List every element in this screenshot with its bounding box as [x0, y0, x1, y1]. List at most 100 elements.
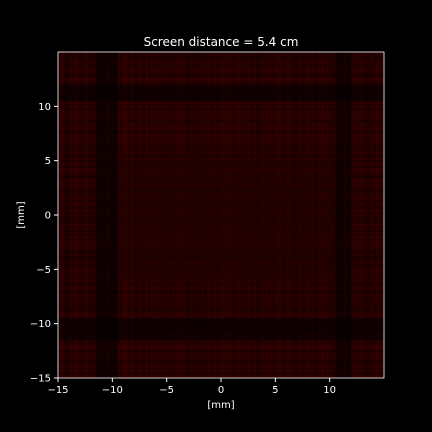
horizontal-stripe — [58, 262, 384, 264]
horizontal-stripe — [58, 304, 384, 306]
horizontal-stripe — [58, 232, 384, 234]
x-tick-label: 0 — [218, 385, 224, 396]
vertical-stripe — [88, 52, 90, 378]
horizontal-stripe — [58, 298, 384, 300]
horizontal-stripe — [58, 226, 384, 228]
horizontal-stripe — [58, 310, 384, 312]
vertical-stripe — [270, 52, 272, 378]
x-axis-ticks: −15 −10 −5 0 5 10 — [47, 378, 336, 396]
horizontal-stripe — [58, 296, 384, 298]
vertical-stripe — [328, 52, 330, 378]
horizontal-stripe — [58, 164, 384, 166]
horizontal-stripe — [58, 134, 384, 136]
vertical-stripe — [206, 52, 208, 378]
vertical-stripe — [150, 52, 152, 378]
vertical-stripe — [252, 52, 254, 378]
horizontal-stripe — [58, 312, 384, 314]
vertical-stripe — [232, 52, 234, 378]
vertical-stripe — [178, 52, 180, 378]
vertical-stripe — [118, 52, 120, 378]
vertical-stripe — [60, 52, 62, 378]
vertical-stripe — [294, 52, 296, 378]
y-tick-label: −15 — [30, 374, 51, 385]
vertical-stripe — [92, 52, 94, 378]
horizontal-stripe — [58, 264, 384, 266]
horizontal-stripe — [58, 240, 384, 242]
horizontal-stripe — [58, 376, 384, 378]
horizontal-stripe — [58, 236, 384, 238]
vertical-stripe — [72, 52, 74, 378]
y-tick-label: 5 — [45, 156, 51, 167]
horizontal-stripe — [58, 272, 384, 274]
vertical-stripe — [164, 52, 166, 378]
vertical-stripe — [202, 52, 204, 378]
horizontal-stripe — [58, 188, 384, 190]
vertical-stripe — [318, 52, 320, 378]
vertical-stripe — [308, 52, 310, 378]
horizontal-stripe — [58, 64, 384, 66]
vertical-stripe — [174, 52, 176, 378]
vertical-stripe — [212, 52, 214, 378]
horizontal-stripe — [58, 82, 384, 84]
vertical-stripe — [242, 52, 244, 378]
horizontal-stripe — [58, 274, 384, 276]
vertical-stripe — [380, 52, 382, 378]
vertical-stripe — [302, 52, 304, 378]
vertical-stripe — [382, 52, 384, 378]
x-tick-label: −5 — [159, 385, 174, 396]
vertical-stripe — [152, 52, 154, 378]
vertical-stripe — [128, 52, 130, 378]
vertical-stripe — [272, 52, 274, 378]
chart-title: Screen distance = 5.4 cm — [144, 35, 299, 49]
horizontal-stripe — [58, 288, 384, 290]
vertical-stripe — [300, 52, 302, 378]
horizontal-stripe — [58, 354, 384, 356]
vertical-stripe — [362, 52, 364, 378]
vertical-stripe — [368, 52, 370, 378]
vertical-stripe — [254, 52, 256, 378]
horizontal-stripe — [58, 216, 384, 218]
vertical-stripe — [192, 52, 194, 378]
horizontal-stripe — [58, 104, 384, 106]
horizontal-stripe — [58, 278, 384, 280]
horizontal-stripe — [58, 316, 384, 318]
horizontal-stripe — [58, 204, 384, 206]
horizontal-stripe — [58, 54, 384, 56]
vertical-stripe — [190, 52, 192, 378]
vertical-stripe — [282, 52, 284, 378]
horizontal-stripe — [58, 150, 384, 152]
horizontal-stripe — [58, 198, 384, 200]
vertical-stripe — [130, 52, 132, 378]
horizontal-stripe — [58, 208, 384, 210]
horizontal-stripe — [58, 352, 384, 354]
vertical-stripe — [80, 52, 82, 378]
horizontal-stripe — [58, 130, 384, 132]
vertical-stripe — [94, 52, 96, 378]
vertical-stripe — [142, 52, 144, 378]
vertical-stripe — [208, 52, 210, 378]
y-tick-label: −10 — [30, 319, 51, 330]
horizontal-stripe — [58, 52, 384, 54]
horizontal-stripe — [58, 60, 384, 62]
horizontal-stripe — [58, 340, 384, 342]
vertical-stripe — [284, 52, 286, 378]
vertical-stripe — [220, 52, 222, 378]
horizontal-stripe — [58, 132, 384, 134]
dark-band-right — [335, 52, 352, 378]
vertical-stripe — [306, 52, 308, 378]
horizontal-stripe — [58, 74, 384, 76]
vertical-stripe — [76, 52, 78, 378]
vertical-stripe — [194, 52, 196, 378]
intensity-regions — [58, 52, 384, 378]
horizontal-stripe — [58, 174, 384, 176]
x-tick-label: −15 — [47, 385, 68, 396]
horizontal-stripe — [58, 120, 384, 122]
horizontal-stripe — [58, 202, 384, 204]
vertical-stripe — [144, 52, 146, 378]
vertical-stripe — [146, 52, 148, 378]
vertical-stripe — [266, 52, 268, 378]
vertical-stripe — [122, 52, 124, 378]
vertical-stripe — [148, 52, 150, 378]
vertical-stripe — [326, 52, 328, 378]
vertical-stripe — [210, 52, 212, 378]
